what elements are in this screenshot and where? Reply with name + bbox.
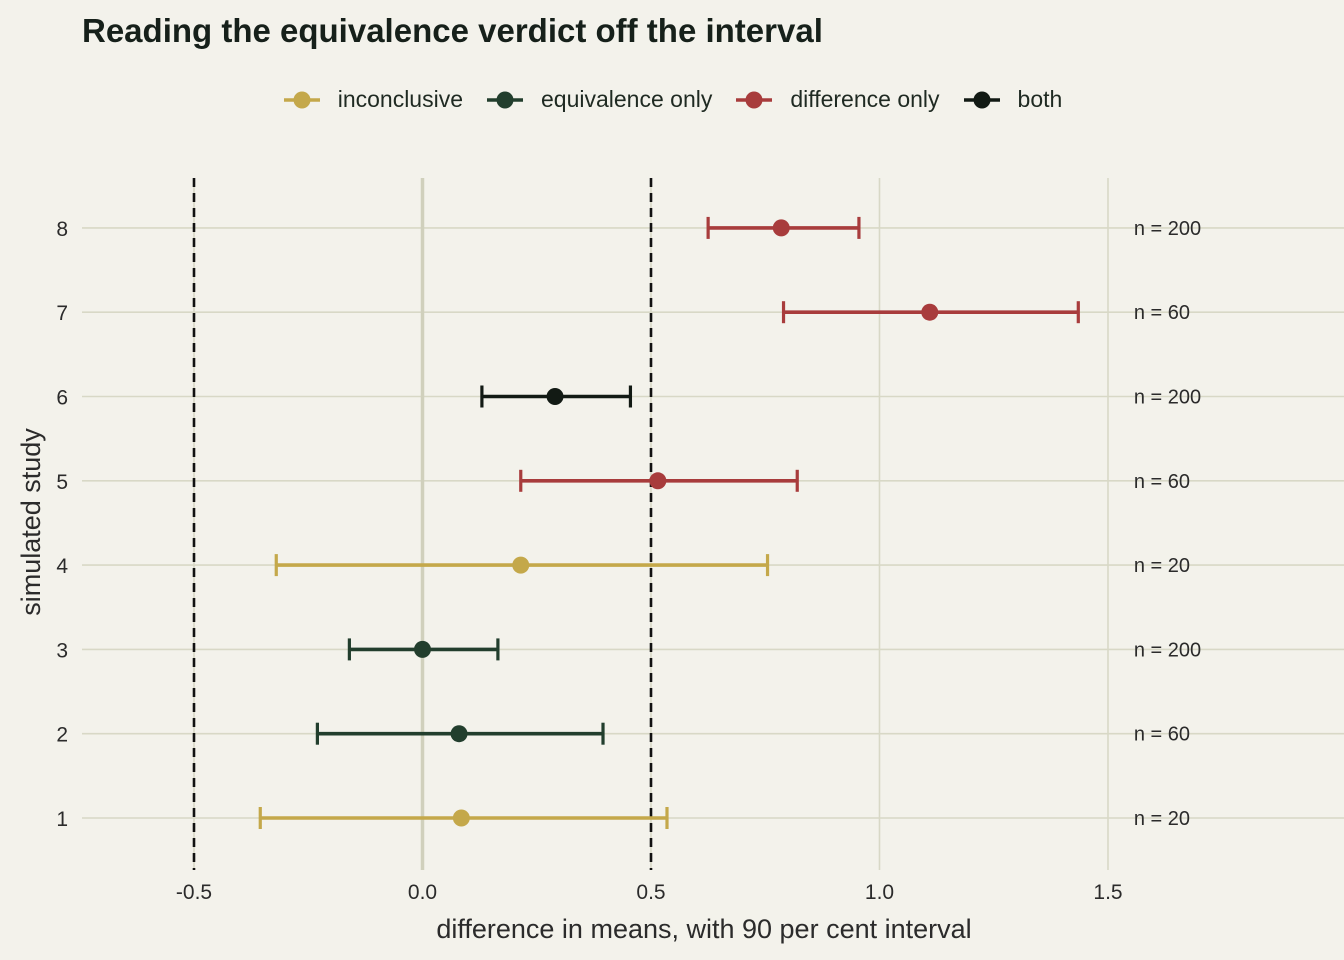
- n-label-study-8: n = 200: [1134, 218, 1201, 240]
- x-tick-label-1: 0.0: [408, 881, 437, 904]
- y-tick-label-5: 5: [56, 471, 68, 494]
- n-label-study-7: n = 60: [1134, 302, 1190, 324]
- estimate-point-study-2: [450, 725, 468, 743]
- legend-key-inconclusive: [283, 91, 320, 108]
- n-label-study-1: n = 20: [1134, 808, 1190, 830]
- n-label-study-5: n = 60: [1134, 471, 1190, 493]
- y-tick-label-7: 7: [56, 302, 68, 325]
- estimate-point-study-8: [772, 219, 790, 237]
- estimate-point-study-1: [452, 809, 470, 827]
- legend-label-equivalence: equivalence only: [541, 86, 713, 112]
- legend-item-equivalence: equivalence only: [485, 86, 712, 113]
- x-axis-title: difference in means, with 90 per cent in…: [436, 914, 971, 944]
- legend-key-both: [963, 91, 1000, 108]
- legend: inconclusive equivalence only difference o…: [0, 86, 1344, 113]
- estimate-point-study-5: [649, 472, 667, 490]
- x-tick-label-2: 0.5: [636, 881, 665, 904]
- n-label-study-4: n = 20: [1134, 555, 1190, 577]
- x-tick-label-3: 1.0: [865, 881, 894, 904]
- estimate-point-study-7: [921, 303, 939, 321]
- estimate-point-study-4: [512, 556, 530, 574]
- y-tick-label-4: 4: [56, 555, 68, 578]
- n-label-study-3: n = 200: [1134, 639, 1201, 661]
- legend-item-both: both: [962, 86, 1063, 113]
- n-label-study-2: n = 60: [1134, 724, 1190, 746]
- legend-key-equivalence: [487, 91, 523, 108]
- legend-item-difference: difference only: [734, 86, 940, 113]
- chart-title: Reading the equivalence verdict off the …: [82, 12, 823, 49]
- x-tick-label-0: -0.5: [176, 881, 212, 904]
- estimate-point-study-6: [546, 388, 564, 405]
- y-tick-label-6: 6: [56, 387, 68, 410]
- y-tick-label-1: 1: [56, 808, 68, 831]
- legend-label-both: both: [1017, 86, 1063, 112]
- n-label-study-6: n = 200: [1134, 387, 1201, 409]
- legend-item-inconclusive: inconclusive: [282, 86, 463, 113]
- y-axis-title: simulated study: [16, 428, 46, 616]
- estimate-point-study-3: [414, 640, 431, 658]
- y-tick-label-2: 2: [56, 724, 68, 747]
- legend-label-inconclusive: inconclusive: [337, 86, 463, 112]
- y-tick-label-3: 3: [56, 639, 68, 662]
- y-tick-label-8: 8: [56, 218, 68, 241]
- legend-key-difference: [736, 91, 773, 108]
- legend-label-difference: difference only: [790, 86, 940, 112]
- x-tick-label-4: 1.5: [1093, 881, 1122, 904]
